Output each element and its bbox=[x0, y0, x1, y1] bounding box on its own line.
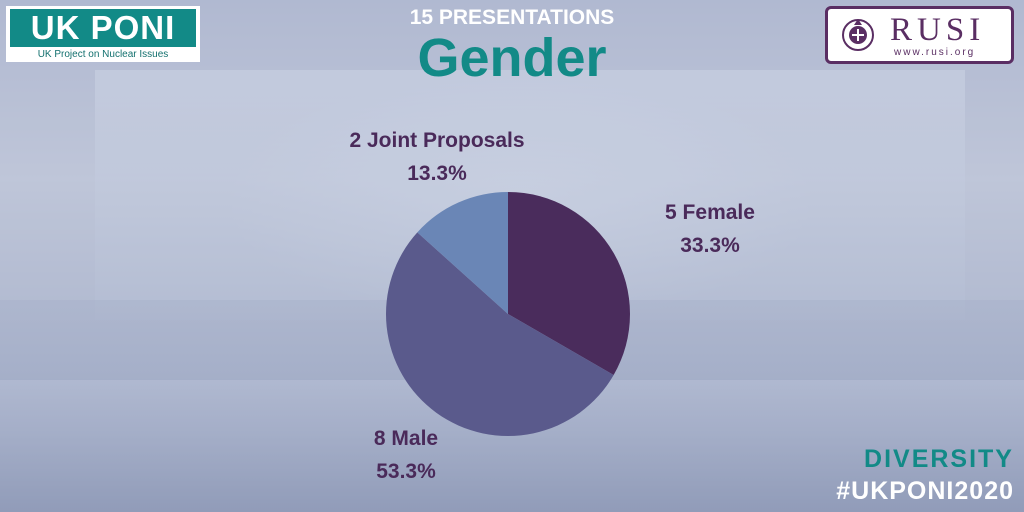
slice-label-joint-proposals-pct: 13.3% bbox=[407, 162, 467, 185]
chart-title: Gender bbox=[417, 28, 607, 88]
slice-label-joint-proposals-name: 2 Joint Proposals bbox=[349, 129, 525, 152]
footer-diversity: DIVERSITY bbox=[864, 445, 1014, 473]
pie-slice-male bbox=[385, 232, 614, 437]
slice-label-male-pct: 53.3% bbox=[376, 460, 436, 483]
rusi-logo-url: www.rusi.org bbox=[894, 47, 976, 58]
pie-slice-female bbox=[508, 192, 630, 375]
slice-label-female-name: 5 Female bbox=[665, 201, 755, 224]
slice-label-male: 8 Male 53.3% bbox=[336, 422, 476, 488]
rusi-logo: RUSI www.rusi.org bbox=[825, 6, 1014, 64]
ukponi-logo-sub: UK Project on Nuclear Issues bbox=[37, 49, 169, 60]
ukponi-logo: UK PONI UK Project on Nuclear Issues bbox=[6, 6, 200, 62]
slice-label-joint-proposals: 2 Joint Proposals 13.3% bbox=[322, 124, 552, 190]
rusi-logo-main: RUSI bbox=[890, 12, 986, 48]
pie-slice-joint-proposals bbox=[417, 192, 508, 314]
slice-label-female: 5 Female 33.3% bbox=[620, 196, 800, 262]
slice-label-female-pct: 33.3% bbox=[680, 234, 740, 257]
ukponi-logo-main: UK PONI bbox=[10, 9, 196, 47]
chart-subtitle: 15 PRESENTATIONS bbox=[409, 6, 615, 29]
slice-label-male-name: 8 Male bbox=[373, 427, 439, 450]
footer-hashtag: #UKPONI2020 bbox=[836, 477, 1014, 505]
rusi-crest-icon bbox=[842, 19, 874, 51]
